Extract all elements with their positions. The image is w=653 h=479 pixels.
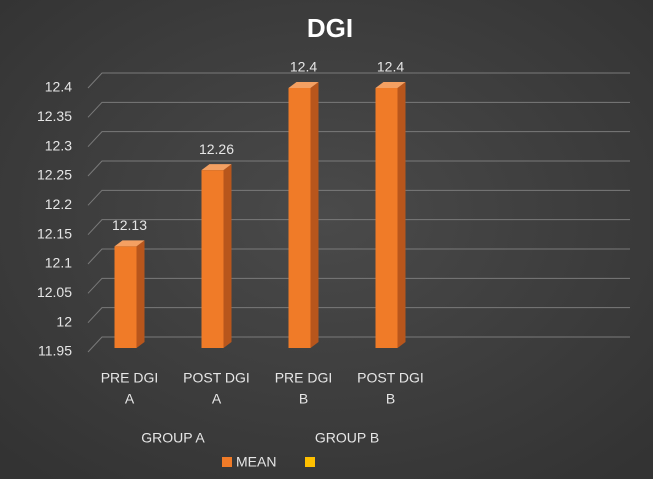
y-tick-label: 12.25 — [37, 167, 72, 183]
y-tick-label: 12.1 — [45, 255, 72, 271]
data-label: 12.4 — [377, 59, 404, 75]
y-tick-label: 12.35 — [37, 108, 72, 124]
chart-title: DGI — [307, 13, 353, 43]
x-tick-label: B — [299, 391, 308, 407]
x-tick-label: PRE DGI — [101, 370, 159, 386]
bar-top — [375, 82, 406, 88]
grid-line — [87, 189, 630, 206]
grid-line — [87, 131, 630, 148]
x-tick-label: A — [125, 391, 135, 407]
legend-label: MEAN — [236, 454, 276, 470]
x-tick-label: POST DGI — [183, 370, 250, 386]
y-tick-label: 12.15 — [37, 225, 72, 241]
bar — [201, 170, 224, 348]
bar-side — [223, 164, 232, 348]
y-tick-label: 12.3 — [45, 137, 72, 153]
x-tick-label: A — [212, 391, 222, 407]
bar-side — [310, 82, 319, 348]
bar-side — [397, 82, 406, 348]
bar — [375, 88, 398, 348]
grid-line — [87, 160, 630, 177]
y-tick-label: 12 — [56, 313, 72, 329]
bar-top — [288, 82, 319, 88]
data-label: 12.4 — [290, 59, 317, 75]
y-tick-label: 12.4 — [45, 79, 72, 95]
group-label: GROUP A — [141, 430, 205, 446]
grid-line — [87, 307, 630, 324]
group-label: GROUP B — [315, 430, 379, 446]
grid-line — [87, 248, 630, 265]
x-tick-label: PRE DGI — [275, 370, 333, 386]
legend-swatch — [305, 457, 315, 467]
grid-line — [87, 277, 630, 294]
legend-swatch — [222, 457, 232, 467]
grid-line — [87, 219, 630, 236]
data-label: 12.13 — [112, 217, 147, 233]
bar — [114, 246, 137, 348]
bar-top — [201, 164, 232, 171]
bar — [288, 88, 311, 348]
bar-side — [136, 240, 145, 348]
x-tick-label: POST DGI — [357, 370, 424, 386]
y-tick-label: 12.2 — [45, 196, 72, 212]
y-tick-label: 11.95 — [38, 343, 72, 359]
grid-line — [87, 101, 630, 118]
data-label: 12.26 — [199, 141, 234, 157]
grid-line — [87, 72, 630, 89]
x-tick-label: B — [386, 391, 395, 407]
bar-top — [114, 240, 145, 247]
grid-line — [87, 336, 630, 353]
y-tick-label: 12.05 — [37, 284, 72, 300]
